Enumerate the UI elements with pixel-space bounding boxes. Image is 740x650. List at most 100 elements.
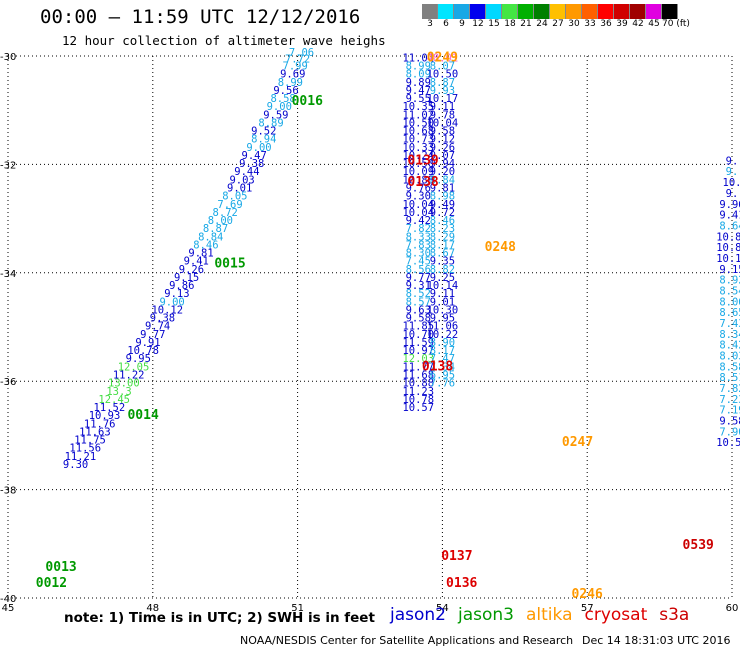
wave-height-value: 11.22 <box>113 369 145 381</box>
wave-height-value: 10.33 <box>402 142 434 154</box>
wave-height-value: 11.01 <box>402 52 434 64</box>
wave-height-value: 8.58 <box>719 361 740 373</box>
wave-height-value: 8.51 <box>719 372 740 384</box>
color-scale-legend: 3 6 9 12 15 18 21 24 27 30 33 36 39 42 45 70 (ft) <box>422 4 692 29</box>
wave-height-value: 8.58 <box>270 93 295 105</box>
wave-height-value: 9.93 <box>430 85 455 97</box>
wave-height-value: 9.49 <box>430 199 455 211</box>
track-time-label: 0014 <box>127 408 158 423</box>
wave-height-value: 8.84 <box>430 174 455 186</box>
wave-height-value: 10.35 <box>402 101 434 113</box>
satellite-s3a: s3a <box>659 605 690 625</box>
satellite-legend: jason2 jason3 altika cryosat s3a <box>390 605 701 625</box>
wave-height-value: 9.59 <box>263 109 288 121</box>
wave-height-value: 6.95 <box>430 369 455 381</box>
scale-swatch <box>422 4 438 19</box>
wave-height-value: 9.47 <box>242 150 267 162</box>
wave-height-value: 10.04 <box>427 117 459 129</box>
scale-label: 39 <box>616 19 628 29</box>
wave-height-value: 9.30 <box>406 191 431 203</box>
wave-height-value: 10. <box>723 177 740 189</box>
wave-height-value: 10.97 <box>402 345 434 357</box>
scale-swatch <box>454 4 470 19</box>
wave-height-value: 10.30 <box>427 304 459 316</box>
wave-height-value: 7.43 <box>719 318 740 330</box>
wave-height-value: 8.82 <box>430 264 455 276</box>
wave-height-value: 7.99 <box>283 61 308 73</box>
wave-height-value: 9.94 <box>430 158 455 170</box>
track-time-label: 0136 <box>446 576 477 591</box>
wave-height-value: 9.15 <box>719 264 740 276</box>
y-tick-label: -40 <box>0 594 16 605</box>
satellite-cryosat: cryosat <box>584 605 648 625</box>
y-tick-label: -36 <box>0 377 16 388</box>
wave-height-value: 9.81 <box>188 248 213 260</box>
scale-swatch <box>534 4 550 19</box>
wave-height-value: 11.21 <box>65 451 97 463</box>
wave-height-value: 9.11 <box>430 288 455 300</box>
wave-height-value: 9.00 <box>267 101 292 113</box>
wave-height-value: 11.68 <box>402 369 434 381</box>
x-tick-label: 60 <box>726 603 739 614</box>
wave-height-value: 8.00 <box>208 215 233 227</box>
page-subtitle: 12 hour collection of altimeter wave hei… <box>62 33 386 48</box>
wave-height-value: 10.22 <box>427 329 459 341</box>
wave-height-value: 8.54 <box>719 285 740 297</box>
wave-height-value: 11.75 <box>74 435 106 447</box>
y-tick-label: -34 <box>0 269 16 280</box>
wave-height-value: 8.67 <box>430 248 455 260</box>
wave-height-value: 11.06 <box>427 321 459 333</box>
track-time-label: 0016 <box>292 94 323 109</box>
track-time-label: 0012 <box>36 576 67 591</box>
wave-height-value: 8.99 <box>406 61 431 73</box>
wave-height-value: 9.63 <box>406 304 431 316</box>
wave-height-value: 11.76 <box>84 418 116 430</box>
wave-height-value: 7.82 <box>719 383 740 395</box>
track-time-label: 0247 <box>562 435 593 450</box>
track-time-label: 0249 <box>427 50 458 65</box>
wave-height-value: 9.15 <box>174 272 199 284</box>
color-scale-swatches <box>422 4 692 19</box>
wave-height-value: 10.50 <box>427 69 459 81</box>
x-tick-label: 45 <box>2 603 15 614</box>
wave-height-value: 10.68 <box>402 126 434 138</box>
wave-height-value: 9.11 <box>430 101 455 113</box>
wave-height-value: 11.77 <box>402 361 434 373</box>
wave-height-value: 7.34 <box>430 361 455 373</box>
wave-height-value: 8.46 <box>430 215 455 227</box>
wave-height-value: 10.09 <box>402 166 434 178</box>
wave-height-value: 9.77 <box>140 329 165 341</box>
wave-height-value: 9.00 <box>246 142 271 154</box>
wave-height-value: 9.13 <box>164 288 189 300</box>
wave-height-value: 9.25 <box>430 272 455 284</box>
wave-height-value: 12.05 <box>118 361 150 373</box>
wave-height-value: 10.70 <box>402 329 434 341</box>
wave-height-value: 8.98 <box>430 191 455 203</box>
wave-height-value: 48.01 <box>427 52 459 64</box>
wave-height-value: 9.03 <box>229 174 254 186</box>
scale-label: 18 <box>504 19 516 29</box>
wave-height-value: 9.44 <box>234 166 259 178</box>
wave-height-value: 7.23 <box>719 394 740 406</box>
wave-height-value: 13.00 <box>108 378 140 390</box>
wave-height-value: 11.59 <box>402 337 434 349</box>
wave-height-value: 13.3 <box>106 386 131 398</box>
wave-height-value: 8.06 <box>719 296 740 308</box>
wave-height-value: 9.26 <box>430 142 455 154</box>
wave-height-value: 7.90 <box>719 426 740 438</box>
wave-height-value: 7.76 <box>430 378 455 390</box>
scale-swatch <box>582 4 598 19</box>
wave-height-value: 9.01 <box>227 183 252 195</box>
wave-height-value: 9. <box>726 155 739 167</box>
wave-height-value: 11.52 <box>94 402 126 414</box>
wave-height-value: 9.31 <box>406 280 431 292</box>
track-time-label: 0246 <box>572 587 603 602</box>
wave-height-value: 10.04 <box>402 199 434 211</box>
wave-height-value: 8.64 <box>719 220 740 232</box>
wave-height-value: 9.89 <box>406 77 431 89</box>
x-tick-label: 48 <box>146 603 159 614</box>
y-tick-label: -30 <box>0 52 16 63</box>
wave-height-value: 9.91 <box>135 337 160 349</box>
track-time-label: 0138 <box>407 175 438 190</box>
